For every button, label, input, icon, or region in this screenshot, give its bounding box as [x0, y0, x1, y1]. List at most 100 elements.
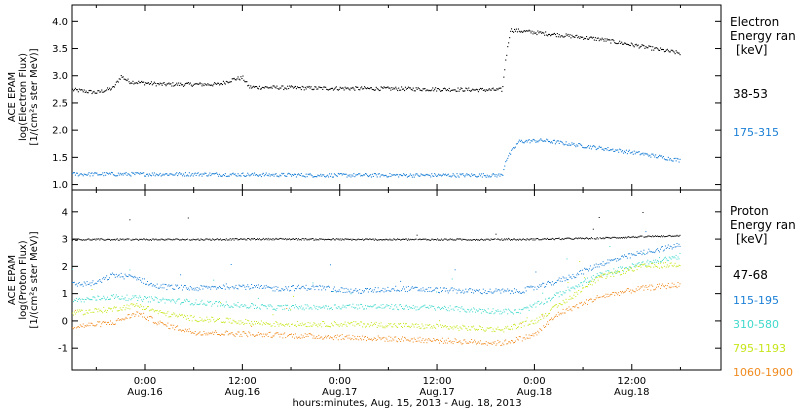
- data-point-115-195: [498, 289, 500, 290]
- data-point-1060-1900: [457, 342, 459, 343]
- data-point-47-68: [254, 238, 255, 239]
- data-point-47-68: [396, 239, 398, 241]
- data-point-47-68: [181, 239, 182, 241]
- data-point-47-68: [307, 238, 309, 240]
- data-point-38-53: [468, 87, 470, 89]
- data-point-795-1193: [250, 324, 252, 326]
- data-point-38-53: [639, 46, 641, 48]
- data-point-795-1193: [320, 323, 322, 325]
- data-point-38-53: [299, 87, 301, 89]
- data-point-1060-1900: [547, 321, 549, 323]
- data-point-115-195: [254, 285, 255, 286]
- data-point-310-580: [466, 311, 468, 313]
- data-point-38-53: [445, 90, 447, 92]
- data-point-115-195: [442, 287, 444, 289]
- data-point-310-580: [432, 305, 434, 307]
- data-point-175-315: [582, 146, 584, 148]
- data-point-795-1193: [82, 314, 84, 316]
- data-point-38-53: [544, 34, 546, 36]
- data-point-795-1193: [96, 309, 98, 310]
- data-point-47-68: [606, 237, 608, 239]
- data-point-115-195: [590, 269, 592, 271]
- data-point-175-315: [246, 174, 248, 176]
- data-point-795-1193: [527, 324, 529, 326]
- data-point-795-1193: [658, 262, 659, 264]
- data-point-115-195: [131, 275, 133, 277]
- data-point-47-68: [112, 239, 114, 241]
- data-point-795-1193: [279, 323, 281, 325]
- data-point-47-68: [288, 238, 290, 240]
- data-point-1060-1900: [93, 325, 95, 327]
- data-point-115-195: [660, 248, 661, 250]
- proton-ylabel-line2: log(Proton Flux): [18, 240, 29, 319]
- data-point-795-1193: [511, 326, 512, 327]
- data-point-115-195: [149, 283, 151, 285]
- data-point-38-53: [515, 28, 517, 30]
- data-point-175-315: [124, 173, 126, 175]
- data-point-115-195: [410, 287, 412, 289]
- data-point-115-195: [274, 290, 276, 292]
- data-point-115-195: [128, 274, 130, 276]
- data-point-47-68: [332, 238, 334, 240]
- data-point-47-68: [674, 235, 676, 237]
- data-point-175-315: [433, 175, 435, 177]
- data-point-310-580: [110, 294, 112, 296]
- data-point-310-580: [494, 312, 496, 314]
- data-point-115-195: [610, 260, 612, 262]
- data-point-1060-1900: [524, 338, 526, 340]
- data-point-38-53: [669, 51, 671, 53]
- data-point-795-1193: [220, 302, 221, 304]
- data-point-115-195: [522, 291, 524, 293]
- data-point-1060-1900: [470, 341, 472, 343]
- data-point-38-53: [592, 36, 594, 38]
- data-point-115-195: [386, 290, 388, 292]
- data-point-1060-1900: [272, 335, 274, 337]
- data-point-795-1193: [288, 323, 290, 325]
- data-point-795-1193: [218, 318, 219, 320]
- data-point-115-195: [238, 284, 240, 286]
- data-point-175-315: [240, 175, 242, 177]
- data-point-795-1193: [453, 325, 455, 327]
- data-point-1060-1900: [403, 340, 404, 342]
- data-point-38-53: [105, 90, 107, 92]
- data-point-47-68: [211, 239, 213, 241]
- data-point-175-315: [125, 172, 127, 174]
- data-point-115-195: [190, 287, 192, 289]
- data-point-47-68: [565, 238, 567, 240]
- data-point-38-53: [275, 87, 277, 89]
- data-point-115-195: [346, 291, 348, 293]
- data-point-38-53: [390, 89, 392, 91]
- data-point-47-68: [227, 239, 229, 241]
- data-point-115-195: [541, 284, 543, 286]
- data-point-310-580: [398, 309, 400, 311]
- data-point-310-580: [332, 291, 334, 292]
- data-point-47-68: [327, 238, 329, 240]
- data-point-115-195: [423, 289, 425, 291]
- data-point-38-53: [169, 83, 171, 85]
- data-point-47-68: [280, 237, 282, 239]
- data-point-175-315: [97, 174, 99, 176]
- data-point-47-68: [328, 238, 329, 240]
- data-point-310-580: [339, 308, 341, 310]
- data-point-175-315: [391, 174, 393, 176]
- data-point-115-195: [74, 284, 76, 286]
- data-point-38-53: [354, 89, 356, 91]
- data-point-1060-1900: [313, 335, 315, 337]
- data-point-115-195: [314, 289, 316, 291]
- data-point-175-315: [388, 175, 390, 177]
- data-point-38-53: [380, 86, 382, 88]
- data-point-1060-1900: [136, 311, 138, 313]
- data-point-1060-1900: [341, 334, 343, 336]
- data-point-795-1193: [563, 301, 565, 303]
- data-point-47-68: [462, 238, 464, 240]
- data-point-175-315: [179, 172, 181, 174]
- data-point-115-195: [184, 285, 186, 287]
- data-point-47-68: [225, 238, 227, 240]
- data-point-38-53: [257, 87, 259, 89]
- data-point-310-580: [187, 301, 189, 302]
- data-point-38-53: [641, 44, 643, 46]
- data-point-795-1193: [235, 321, 237, 323]
- data-point-38-53: [583, 38, 585, 40]
- data-point-1060-1900: [80, 325, 82, 327]
- data-point-115-195: [221, 288, 223, 290]
